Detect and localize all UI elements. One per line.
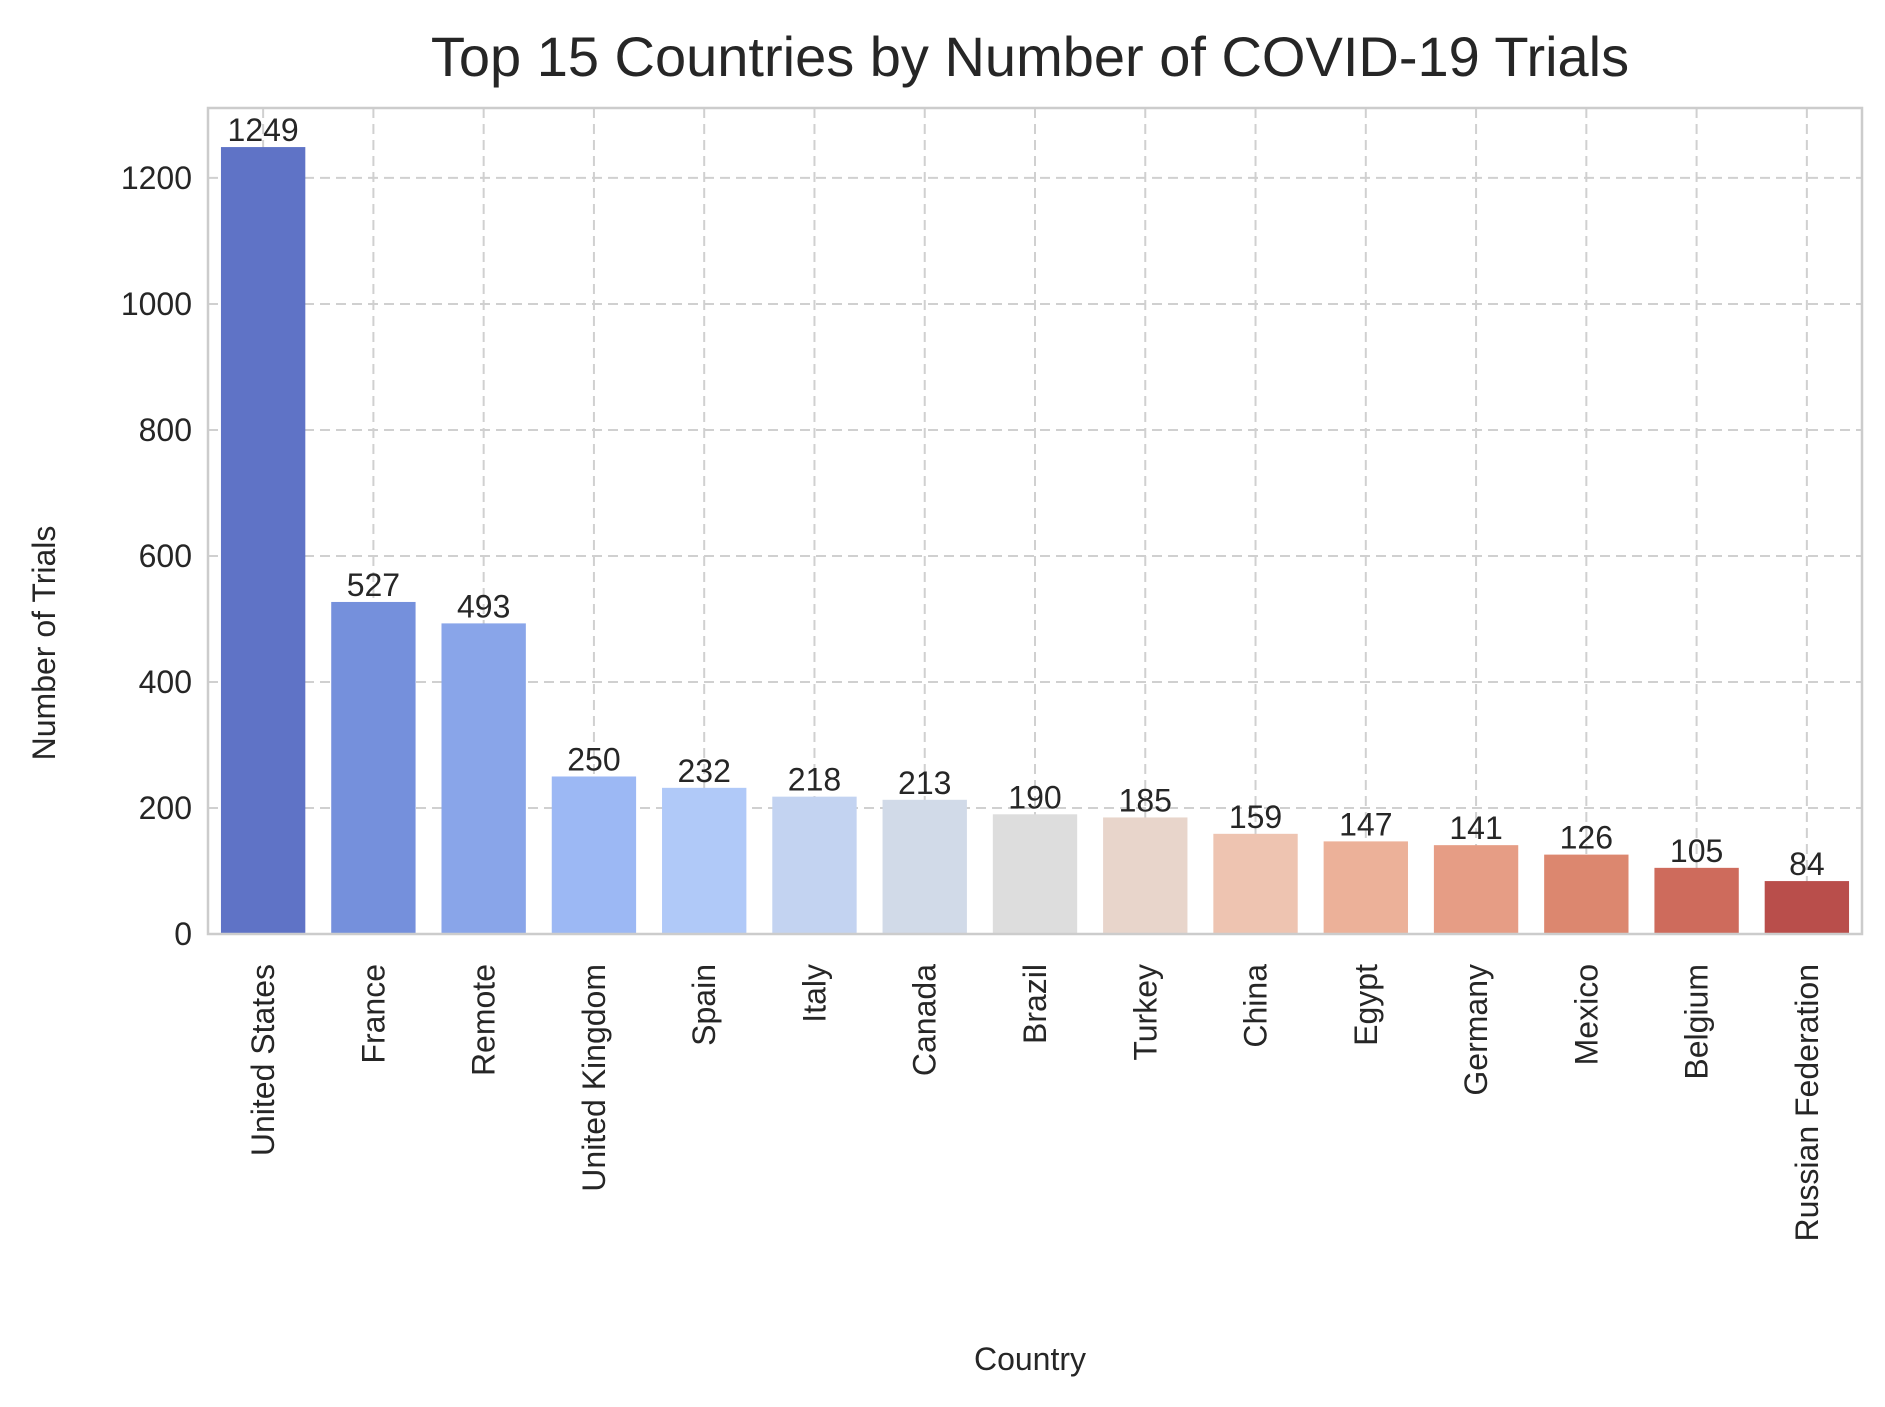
bar	[331, 601, 416, 934]
x-tick-label: United Kingdom	[576, 964, 612, 1192]
x-tick-label: United States	[245, 964, 281, 1156]
x-tick-label: China	[1238, 964, 1274, 1048]
x-axis-label: Country	[974, 1341, 1086, 1377]
y-tick-label: 400	[139, 664, 192, 700]
y-tick-label: 600	[139, 538, 192, 574]
bar	[992, 814, 1078, 934]
bar	[1544, 854, 1629, 934]
bar	[1213, 833, 1298, 934]
plot-frame	[206, 106, 1864, 936]
bar-value-label: 250	[567, 741, 620, 777]
y-tick-label: 0	[174, 916, 192, 952]
x-tick-label: Belgium	[1679, 964, 1715, 1080]
bar	[441, 623, 526, 934]
bar	[1654, 867, 1739, 934]
y-axis-ticks: 0 200 400 600 800 1000 1200	[121, 160, 192, 952]
x-tick-label: Mexico	[1568, 964, 1604, 1065]
x-tick-label: Italy	[796, 964, 832, 1023]
bar-value-label: 232	[678, 753, 731, 789]
bar-value-label: 1249	[228, 112, 299, 148]
x-tick-label: Remote	[466, 964, 502, 1076]
bar-value-label: 190	[1008, 779, 1061, 815]
bar-value-label: 218	[788, 762, 841, 798]
y-tick-label: 1200	[121, 160, 192, 196]
bar-value-label: 84	[1789, 846, 1825, 882]
bar-value-label: 105	[1670, 833, 1723, 869]
y-tick-label: 200	[139, 790, 192, 826]
bars	[220, 147, 1850, 935]
bar	[551, 776, 637, 934]
bar	[220, 147, 306, 935]
x-tick-label: Turkey	[1127, 964, 1163, 1061]
bar	[1764, 881, 1850, 934]
bar-value-label: 147	[1339, 806, 1392, 842]
bar	[1433, 845, 1519, 934]
data-labels: 1249 527 493 250 232 218 213 190 185 159 147 141 126…	[228, 112, 1825, 882]
x-tick-label: Canada	[907, 964, 943, 1076]
chart-title: Top 15 Countries by Number of COVID-19 T…	[431, 25, 1629, 88]
x-tick-label: Germany	[1458, 964, 1494, 1096]
bar-value-label: 126	[1560, 820, 1613, 856]
bar-value-label: 159	[1229, 799, 1282, 835]
y-tick-label: 1000	[121, 286, 192, 322]
bar	[1103, 817, 1188, 934]
bar	[882, 799, 967, 934]
bar	[772, 796, 857, 934]
x-tick-label: Spain	[686, 964, 722, 1046]
x-tick-label: Egypt	[1348, 964, 1384, 1046]
x-axis-ticks: United States France Remote United Kingdom S…	[245, 964, 1825, 1242]
y-axis-label: Number of Trials	[26, 526, 62, 761]
bar	[1323, 841, 1408, 934]
bar	[662, 787, 747, 934]
x-tick-label: Brazil	[1017, 964, 1053, 1044]
bar-value-label: 185	[1119, 782, 1172, 818]
x-tick-label: France	[355, 964, 391, 1064]
y-tick-label: 800	[139, 412, 192, 448]
bar-value-label: 141	[1449, 810, 1502, 846]
bar-value-label: 527	[347, 567, 400, 603]
bar-value-label: 493	[457, 588, 510, 624]
bar-value-label: 213	[898, 765, 951, 801]
x-tick-label: Russian Federation	[1789, 964, 1825, 1241]
